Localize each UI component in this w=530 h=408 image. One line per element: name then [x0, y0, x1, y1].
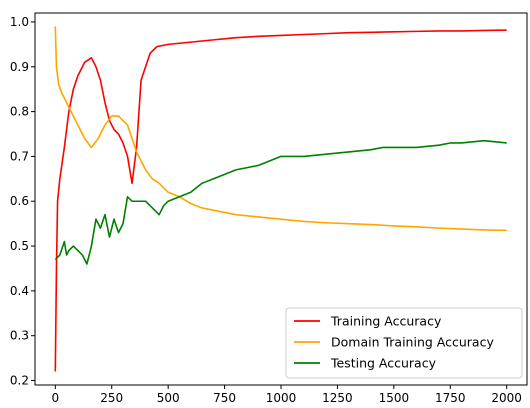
x-tick-label-8: 2000 [491, 391, 522, 405]
series-line-0 [54, 29, 507, 372]
legend-box [285, 307, 523, 379]
series-line-1 [54, 26, 507, 232]
legend-label-1: Domain Training Accuracy [331, 335, 494, 350]
axes: 0 250 500 750 1000 1250 1500 1750 2000 0.2 0.3 0.4 0… [10, 12, 528, 405]
x-tick-label-0: 0 [51, 391, 59, 405]
y-tick-label-5: 0.7 [10, 149, 29, 163]
x-tick-label-1: 250 [100, 391, 123, 405]
y-tick-label-2: 0.4 [10, 284, 29, 298]
y-tick-label-0: 0.2 [10, 374, 29, 388]
x-tick-label-5: 1250 [322, 391, 353, 405]
series-layer [54, 26, 507, 372]
series-line-2 [54, 139, 507, 265]
legend: Training Accuracy Domain Training Accurac… [285, 307, 523, 379]
y-tick-label-7: 0.9 [10, 60, 29, 74]
x-tick-label-7: 1750 [435, 391, 466, 405]
y-tick-label-3: 0.5 [10, 239, 29, 253]
x-tick-label-6: 1500 [379, 391, 410, 405]
y-tick-label-6: 0.8 [10, 105, 29, 119]
x-tick-label-4: 1000 [266, 391, 297, 405]
y-tick-label-8: 1.0 [10, 15, 29, 29]
x-tick-label-3: 750 [213, 391, 236, 405]
legend-label-2: Testing Accuracy [330, 356, 437, 371]
y-tick-label-4: 0.6 [10, 194, 29, 208]
x-tick-label-2: 500 [157, 391, 180, 405]
legend-label-0: Training Accuracy [330, 314, 442, 329]
y-tick-label-1: 0.3 [10, 329, 29, 343]
